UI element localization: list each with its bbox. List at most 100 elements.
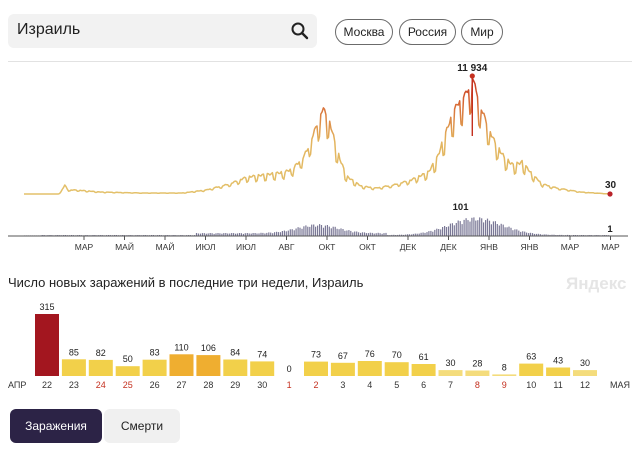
- small-bar: [317, 225, 319, 236]
- small-bar: [385, 232, 387, 236]
- daily-value-label: 61: [419, 352, 429, 362]
- small-bar: [289, 229, 291, 236]
- daily-bar[interactable]: [35, 314, 59, 376]
- daily-bar[interactable]: [330, 362, 355, 376]
- small-bar: [330, 228, 332, 236]
- small-bar: [526, 232, 528, 236]
- daily-bar[interactable]: [573, 370, 597, 376]
- small-bar: [551, 234, 553, 236]
- search-box[interactable]: Израиль: [8, 14, 317, 48]
- daily-day-label: 10: [526, 380, 536, 390]
- small-bar: [512, 230, 514, 236]
- region-russia-button[interactable]: Россия: [399, 19, 456, 45]
- small-bar: [281, 231, 283, 236]
- daily-bar[interactable]: [115, 366, 140, 376]
- small-bar: [199, 233, 201, 236]
- small-bar: [455, 223, 457, 236]
- month-label: МАЙ: [115, 241, 134, 252]
- small-bar: [485, 220, 487, 236]
- daily-bar[interactable]: [357, 361, 382, 376]
- small-bar: [543, 234, 545, 236]
- small-bars-series: [24, 217, 610, 236]
- small-bar: [391, 234, 393, 236]
- daily-bar[interactable]: [546, 367, 571, 377]
- daily-bar[interactable]: [465, 370, 490, 377]
- month-label: МАР: [601, 242, 620, 252]
- daily-bar[interactable]: [88, 359, 113, 376]
- daily-bar[interactable]: [519, 363, 544, 376]
- small-bar: [344, 230, 346, 236]
- search-input[interactable]: Израиль: [17, 21, 81, 38]
- small-bar: [529, 232, 532, 236]
- small-bar: [436, 228, 438, 236]
- daily-bar[interactable]: [411, 364, 436, 376]
- small-bar: [350, 230, 352, 236]
- daily-value-label: 63: [526, 352, 536, 362]
- small-bar: [305, 225, 307, 236]
- small-last-label: 1: [607, 224, 613, 235]
- small-bar: [404, 234, 407, 236]
- small-bar: [533, 233, 535, 236]
- small-bar: [393, 234, 395, 236]
- small-bar: [363, 232, 366, 236]
- daily-value-label: 67: [338, 351, 348, 361]
- small-bar: [371, 232, 373, 236]
- small-bar: [266, 232, 268, 236]
- small-bar: [445, 227, 448, 236]
- small-bar: [492, 221, 494, 236]
- daily-bar[interactable]: [492, 374, 517, 376]
- peak-dot: [469, 73, 475, 79]
- daily-bar[interactable]: [438, 370, 463, 376]
- small-bar: [494, 221, 496, 236]
- region-world-button[interactable]: Мир: [461, 19, 503, 45]
- small-bar: [217, 233, 219, 236]
- small-bar: [322, 227, 325, 236]
- small-bar: [531, 233, 534, 236]
- small-bar: [205, 233, 207, 236]
- small-bar: [426, 232, 428, 236]
- small-bar: [209, 233, 211, 236]
- small-bar: [295, 228, 297, 236]
- daily-day-label: 23: [69, 380, 79, 390]
- daily-day-label: 30: [257, 380, 267, 390]
- small-bar: [428, 231, 430, 236]
- daily-day-label: 4: [367, 380, 372, 390]
- small-bar: [488, 220, 491, 236]
- small-bar: [285, 231, 287, 236]
- daily-day-label: 11: [553, 380, 562, 390]
- small-bar: [270, 232, 272, 236]
- small-bar: [219, 233, 221, 236]
- small-bar: [225, 233, 227, 236]
- small-bar: [520, 231, 522, 236]
- month-label: ИЮЛ: [236, 242, 256, 252]
- daily-bar[interactable]: [223, 359, 248, 377]
- daily-bar[interactable]: [61, 359, 86, 376]
- daily-bar[interactable]: [250, 361, 275, 376]
- tab-deaths[interactable]: Смерти: [104, 409, 180, 443]
- small-bar: [434, 229, 436, 236]
- yandex-logo: Яндекс: [566, 274, 627, 293]
- daily-bar[interactable]: [169, 354, 194, 376]
- daily-end-label: МАЯ: [610, 380, 630, 390]
- month-label: ДЕК: [400, 242, 416, 252]
- small-bar: [547, 234, 549, 236]
- daily-bar[interactable]: [304, 361, 328, 376]
- small-bar: [508, 226, 510, 236]
- region-moscow-button[interactable]: Москва: [335, 19, 393, 45]
- daily-value-label: 28: [472, 359, 482, 369]
- month-label: ОКТ: [319, 242, 336, 252]
- small-bar: [418, 233, 420, 236]
- search-icon[interactable]: [289, 20, 311, 42]
- small-bar: [367, 233, 369, 236]
- small-bar: [240, 233, 242, 236]
- small-bar: [311, 224, 313, 236]
- tab-infections[interactable]: Заражения: [10, 409, 102, 443]
- daily-bar[interactable]: [196, 355, 221, 376]
- small-bar: [459, 221, 461, 236]
- small-bar: [447, 226, 450, 236]
- daily-value-label: 110: [174, 342, 188, 352]
- small-bar: [420, 232, 422, 236]
- daily-bar[interactable]: [384, 362, 409, 376]
- small-bar: [319, 224, 321, 236]
- daily-bar[interactable]: [142, 359, 167, 376]
